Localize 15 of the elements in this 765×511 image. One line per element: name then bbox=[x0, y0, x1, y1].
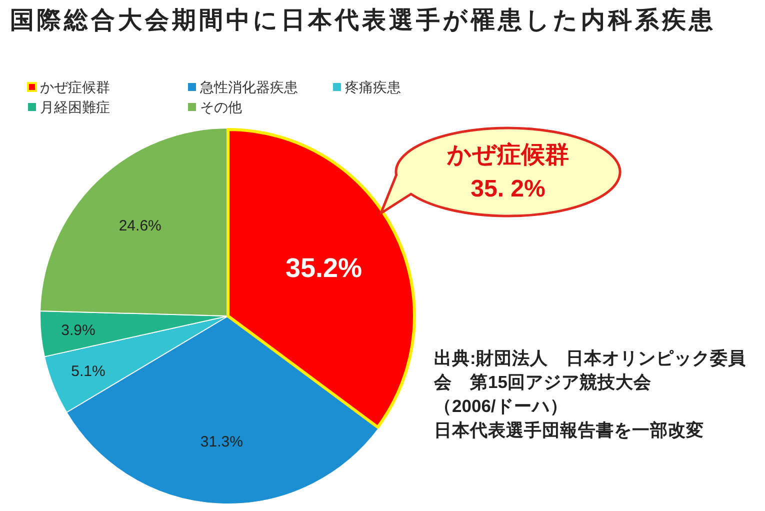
title: 国際総合大会期間中に日本代表選手が罹患した内科系疾患 bbox=[10, 7, 716, 34]
data-label: 35.2% bbox=[285, 252, 362, 283]
legend-label: 疼痛疾患 bbox=[345, 79, 401, 95]
data-label: 3.9% bbox=[61, 322, 96, 339]
text: 日本代表選手団報告書を一部改変 bbox=[434, 419, 705, 442]
text: （2006/ドーハ） bbox=[434, 395, 569, 418]
data-label: 24.6% bbox=[118, 217, 162, 234]
legend-label: かぜ症候群 bbox=[40, 79, 110, 95]
data-label: 5.1% bbox=[71, 363, 106, 380]
legend-label: 月経困難症 bbox=[40, 99, 110, 115]
source-note: 出典:財団法人 日本オリンピック委員会 第15回アジア競技大会 bbox=[434, 347, 747, 394]
legend-label: 急性消化器疾患 bbox=[199, 79, 298, 95]
data-label: 31.3% bbox=[200, 433, 243, 450]
text: かぜ症候群 35. 2% bbox=[447, 142, 569, 202]
legend-label: その他 bbox=[200, 99, 242, 115]
